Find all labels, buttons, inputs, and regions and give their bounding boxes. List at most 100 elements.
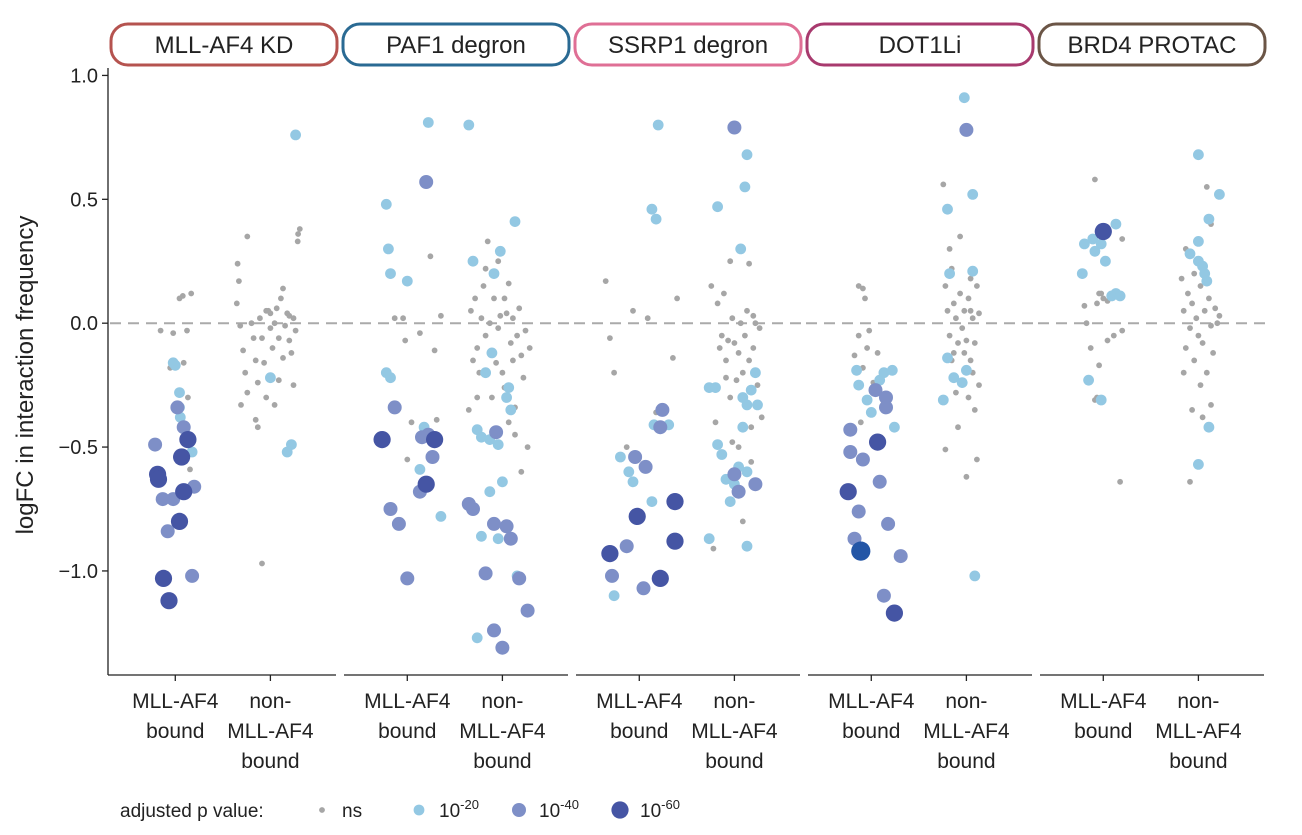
data-point [1187, 325, 1193, 331]
data-point [716, 345, 723, 351]
data-point [470, 357, 476, 364]
data-point [237, 322, 244, 329]
data-point [494, 245, 506, 257]
data-point [431, 347, 438, 354]
data-point [944, 307, 951, 314]
data-point [391, 516, 406, 531]
data-point [1193, 149, 1204, 161]
data-point [414, 464, 426, 475]
legend-key [512, 803, 526, 817]
data-point [1178, 275, 1185, 282]
data-point [267, 310, 274, 317]
data-point [961, 307, 968, 314]
data-point [1203, 421, 1215, 433]
data-point [853, 379, 865, 391]
data-point [721, 290, 727, 297]
data-point [495, 640, 510, 655]
data-point [1193, 459, 1204, 470]
data-point [746, 357, 752, 364]
data-point [666, 493, 684, 511]
x-category-label: bound [241, 750, 299, 773]
data-point [187, 466, 193, 473]
data-point [739, 518, 746, 525]
data-point [482, 332, 489, 339]
data-point [248, 320, 255, 327]
data-point [149, 470, 168, 488]
data-point [737, 421, 749, 433]
data-point [520, 374, 527, 381]
data-point [273, 305, 280, 312]
data-point [180, 359, 187, 366]
data-point [281, 446, 293, 458]
data-point [236, 278, 242, 284]
data-point [1199, 340, 1206, 346]
data-point [748, 459, 755, 465]
legend-label: 10-40 [539, 797, 579, 822]
data-point [948, 372, 960, 384]
data-point [735, 444, 742, 450]
data-point [1180, 307, 1187, 314]
data-point [708, 283, 715, 289]
data-point [950, 300, 957, 307]
data-point [1095, 394, 1107, 406]
data-point [185, 394, 191, 401]
data-point [503, 310, 510, 317]
data-point [476, 431, 487, 443]
x-category-label: bound [378, 720, 436, 743]
data-point [741, 466, 753, 478]
data-point [851, 364, 862, 376]
data-point [1203, 369, 1210, 376]
x-category-label: bound [473, 750, 531, 773]
data-point [862, 295, 868, 302]
panel-title-strip [341, 22, 571, 67]
data-point [501, 392, 512, 403]
y-tick-label: 0.0 [70, 313, 98, 335]
data-point [286, 337, 293, 344]
data-point [233, 300, 240, 307]
data-point [1110, 218, 1122, 230]
data-point [185, 568, 200, 583]
data-point [607, 335, 613, 341]
data-point [1212, 305, 1219, 312]
data-point [286, 312, 293, 319]
data-point [1193, 315, 1200, 322]
x-category-label: bound [937, 750, 995, 773]
data-point [737, 392, 749, 403]
data-point [969, 315, 976, 322]
legend-label: 10-20 [439, 797, 479, 822]
data-point [391, 315, 398, 322]
data-point [750, 367, 761, 379]
data-point [758, 414, 765, 421]
data-point [497, 312, 504, 319]
data-point [254, 424, 261, 431]
data-point [940, 181, 947, 188]
data-point [1199, 414, 1206, 421]
data-point [1119, 236, 1126, 242]
data-point [733, 377, 740, 384]
legend-key [413, 804, 425, 816]
data-point [288, 350, 295, 356]
data-point [703, 533, 715, 545]
data-point [176, 420, 191, 435]
data-point [492, 439, 504, 450]
data-point [602, 278, 609, 284]
data-point [488, 268, 500, 279]
data-point [503, 531, 518, 546]
x-category-label: non- [481, 690, 523, 713]
x-category-label: MLL-AF4 [227, 720, 314, 743]
data-point [718, 332, 725, 339]
data-point [958, 92, 970, 104]
data-point [1185, 290, 1191, 297]
data-point [879, 390, 893, 405]
data-point [855, 332, 862, 339]
data-point [1193, 236, 1204, 247]
data-point [179, 293, 186, 299]
data-point [520, 603, 535, 618]
y-axis-label: logFC in interaction frequency [12, 216, 39, 535]
data-point [1096, 362, 1102, 369]
data-point [175, 483, 193, 501]
data-point [741, 149, 753, 161]
data-point [425, 450, 440, 464]
data-point [727, 258, 734, 265]
